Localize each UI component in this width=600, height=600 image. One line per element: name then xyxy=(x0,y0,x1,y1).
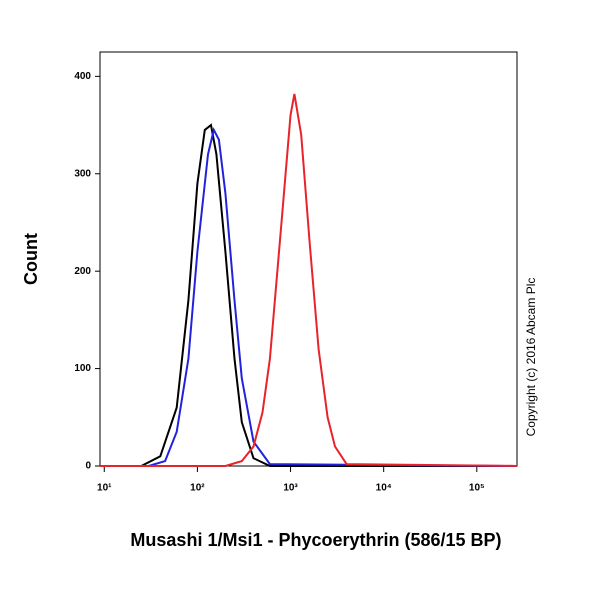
copyright: Copyright (c) 2016 Abcam Plc xyxy=(524,278,538,437)
plot-frame xyxy=(99,51,518,467)
y-tick-label: 400 xyxy=(74,71,91,82)
y-tick-label: 300 xyxy=(74,168,91,179)
y-tick-label: 100 xyxy=(74,363,91,374)
y-tick-label: 0 xyxy=(85,461,91,472)
y-axis-label: Count xyxy=(21,233,41,285)
histogram-line xyxy=(100,123,517,467)
x-tick-label: 10² xyxy=(190,483,205,494)
histogram-line xyxy=(100,93,518,467)
y-tick-label: 200 xyxy=(74,266,91,277)
x-axis-label: Musashi 1/Msi1 - Phycoerythrin (586/15 B… xyxy=(130,530,501,550)
x-tick-label: 10¹ xyxy=(97,483,112,494)
x-tick-label: 10⁵ xyxy=(469,483,485,494)
histogram-line xyxy=(100,127,518,467)
x-tick-label: 10³ xyxy=(283,483,298,494)
x-tick-label: 10⁴ xyxy=(376,483,392,494)
